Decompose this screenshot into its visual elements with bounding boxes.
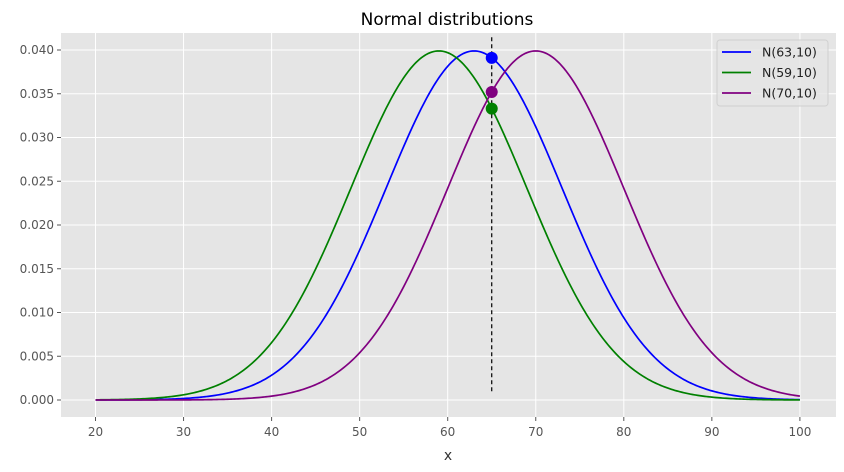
legend-label: N(59,10): [762, 65, 817, 80]
legend-label: N(63,10): [762, 45, 817, 60]
y-tick-label: 0.035: [20, 87, 54, 101]
legend: N(63,10) N(59,10) N(70,10): [716, 39, 829, 107]
x-tick-label: 100: [788, 425, 811, 439]
y-tick-label: 0.005: [20, 349, 54, 363]
y-tick-label: 0.020: [20, 218, 54, 232]
x-tick-label: 80: [616, 425, 631, 439]
series-line-N(59,10): [95, 50, 800, 401]
y-tick-label: 0.025: [20, 174, 54, 188]
legend-label: N(70,10): [762, 86, 817, 101]
chart-title: Normal distributions: [361, 10, 534, 30]
marker-point: [485, 86, 498, 98]
y-tick-label: 0.040: [20, 43, 54, 57]
legend-box: [716, 39, 829, 107]
y-tick-label: 0.015: [20, 262, 54, 276]
y-tick-label: 0.000: [20, 393, 54, 407]
marker-point: [485, 51, 498, 64]
x-tick-label: 90: [704, 425, 719, 439]
series-line-N(63,10): [95, 50, 800, 401]
y-tick-label: 0.030: [20, 131, 54, 145]
x-tick-label: 40: [264, 425, 279, 439]
y-tick-label: 0.010: [20, 306, 54, 320]
x-tick-label: 60: [440, 425, 455, 439]
x-tick-label: 50: [352, 425, 367, 439]
series-line-N(70,10): [95, 50, 801, 401]
x-tick-label: 20: [88, 425, 103, 439]
x-tick-label: 70: [528, 425, 543, 439]
x-tick-label: 30: [176, 425, 191, 439]
x-axis-label: x: [444, 448, 452, 464]
marker-point: [485, 102, 498, 115]
